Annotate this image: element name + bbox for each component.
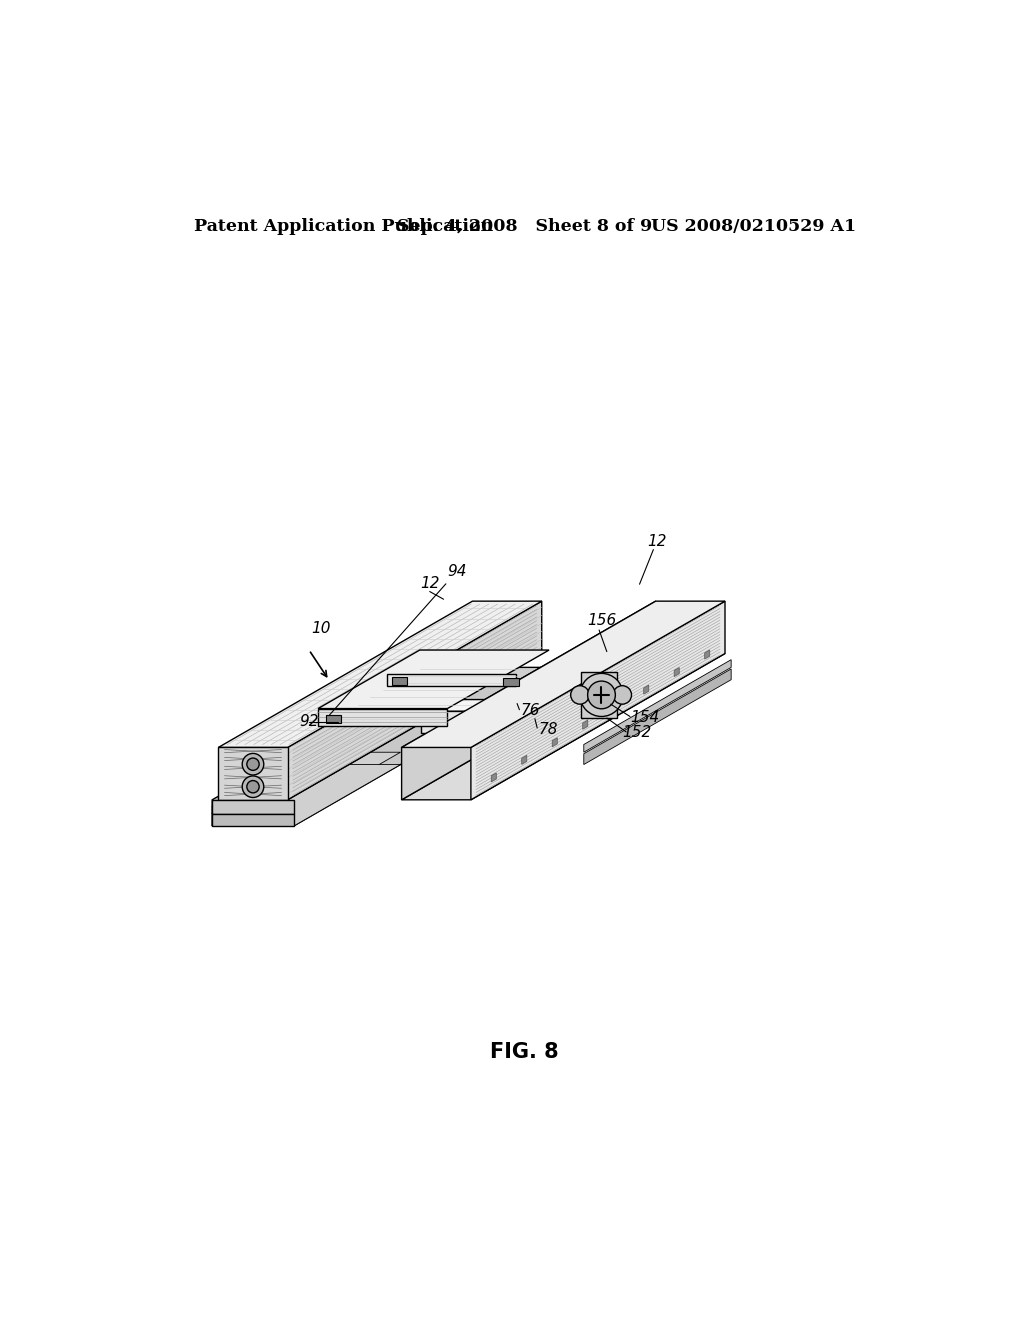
- Text: 76: 76: [521, 704, 541, 718]
- Polygon shape: [471, 601, 725, 800]
- Circle shape: [580, 673, 623, 717]
- Polygon shape: [212, 680, 548, 826]
- Text: US 2008/0210529 A1: US 2008/0210529 A1: [651, 218, 856, 235]
- Circle shape: [243, 776, 264, 797]
- Polygon shape: [218, 653, 542, 800]
- Text: 94: 94: [447, 564, 467, 579]
- Text: 10: 10: [311, 622, 331, 636]
- Text: FIG. 8: FIG. 8: [490, 1043, 559, 1063]
- Text: 152: 152: [623, 725, 651, 741]
- Circle shape: [613, 685, 632, 704]
- Circle shape: [570, 685, 589, 704]
- Circle shape: [247, 758, 259, 771]
- Polygon shape: [212, 668, 466, 826]
- Polygon shape: [212, 813, 294, 826]
- Polygon shape: [705, 649, 710, 659]
- Circle shape: [588, 681, 615, 709]
- Polygon shape: [584, 669, 731, 764]
- Polygon shape: [435, 722, 543, 730]
- Polygon shape: [212, 764, 400, 826]
- Polygon shape: [212, 752, 400, 813]
- Circle shape: [243, 754, 264, 775]
- Polygon shape: [387, 673, 516, 686]
- Polygon shape: [421, 700, 542, 711]
- Polygon shape: [521, 755, 526, 764]
- Polygon shape: [435, 709, 565, 722]
- Polygon shape: [503, 678, 518, 686]
- Polygon shape: [674, 668, 679, 677]
- Polygon shape: [401, 653, 725, 800]
- Polygon shape: [421, 711, 521, 733]
- Polygon shape: [552, 738, 557, 747]
- Text: 12: 12: [647, 533, 667, 549]
- Text: 154: 154: [630, 710, 659, 725]
- Polygon shape: [326, 715, 341, 722]
- Polygon shape: [212, 668, 548, 813]
- Polygon shape: [218, 747, 288, 800]
- Polygon shape: [212, 744, 318, 813]
- Text: 12: 12: [421, 576, 440, 590]
- Polygon shape: [318, 709, 447, 726]
- Polygon shape: [401, 601, 655, 800]
- Polygon shape: [218, 601, 542, 747]
- Polygon shape: [613, 702, 618, 711]
- Polygon shape: [131, 158, 920, 1175]
- Text: 78: 78: [539, 722, 558, 737]
- Polygon shape: [584, 660, 731, 752]
- Polygon shape: [212, 754, 318, 826]
- Text: Sep. 4, 2008   Sheet 8 of 9: Sep. 4, 2008 Sheet 8 of 9: [397, 218, 652, 235]
- Polygon shape: [318, 649, 549, 709]
- Polygon shape: [212, 653, 466, 813]
- Polygon shape: [492, 774, 497, 781]
- Text: Patent Application Publication: Patent Application Publication: [194, 218, 493, 235]
- Polygon shape: [401, 601, 725, 747]
- Circle shape: [247, 780, 259, 793]
- Text: 92: 92: [300, 714, 319, 729]
- Polygon shape: [644, 685, 649, 694]
- Polygon shape: [288, 601, 542, 800]
- Polygon shape: [583, 721, 588, 729]
- Polygon shape: [392, 677, 408, 685]
- Polygon shape: [212, 800, 294, 813]
- Text: 156: 156: [588, 612, 616, 627]
- Polygon shape: [582, 672, 616, 718]
